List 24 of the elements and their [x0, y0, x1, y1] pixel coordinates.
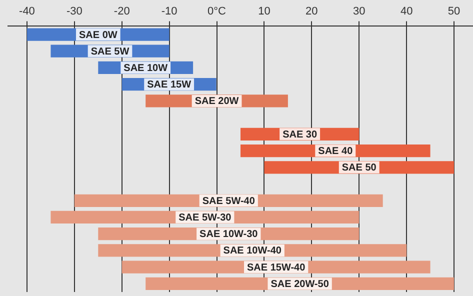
x-tick-label: -30 [66, 6, 82, 18]
y-tick-label: SAE 10W-40 [223, 246, 282, 257]
y-tick-label: SAE 20W-50 [270, 278, 330, 290]
y-tick-label: SAE 30 [282, 129, 318, 140]
y-tick-label: SAE 10W-30 [200, 229, 258, 240]
y-tick-label: SAE 20W [194, 96, 240, 108]
x-tick-label: 50 [448, 6, 460, 18]
y-tick-label: SAE 40 [318, 146, 354, 158]
y-tick-label: SAE 10W [124, 62, 168, 74]
x-tick-label: 0°C [208, 6, 226, 18]
x-tick-label: -40 [19, 6, 35, 18]
x-tick-label: -10 [161, 6, 178, 18]
y-tick-label: SAE 15W [147, 80, 192, 91]
x-tick-label: 20 [306, 6, 318, 18]
y-tick-label: SAE 0W [78, 30, 118, 41]
y-tick-label: SAE 50 [342, 162, 377, 174]
y-tick-label: SAE 5W [90, 46, 130, 58]
y-tick-label: SAE 5W-40 [202, 196, 256, 207]
x-tick-label: 30 [352, 6, 366, 18]
x-tick-label: 40 [400, 6, 413, 18]
x-tick-label: 10 [258, 6, 270, 18]
y-tick-label: SAE 15W-40 [247, 262, 306, 274]
y-tick-label: SAE 5W-30 [178, 212, 232, 224]
x-tick-label: -20 [114, 6, 130, 18]
